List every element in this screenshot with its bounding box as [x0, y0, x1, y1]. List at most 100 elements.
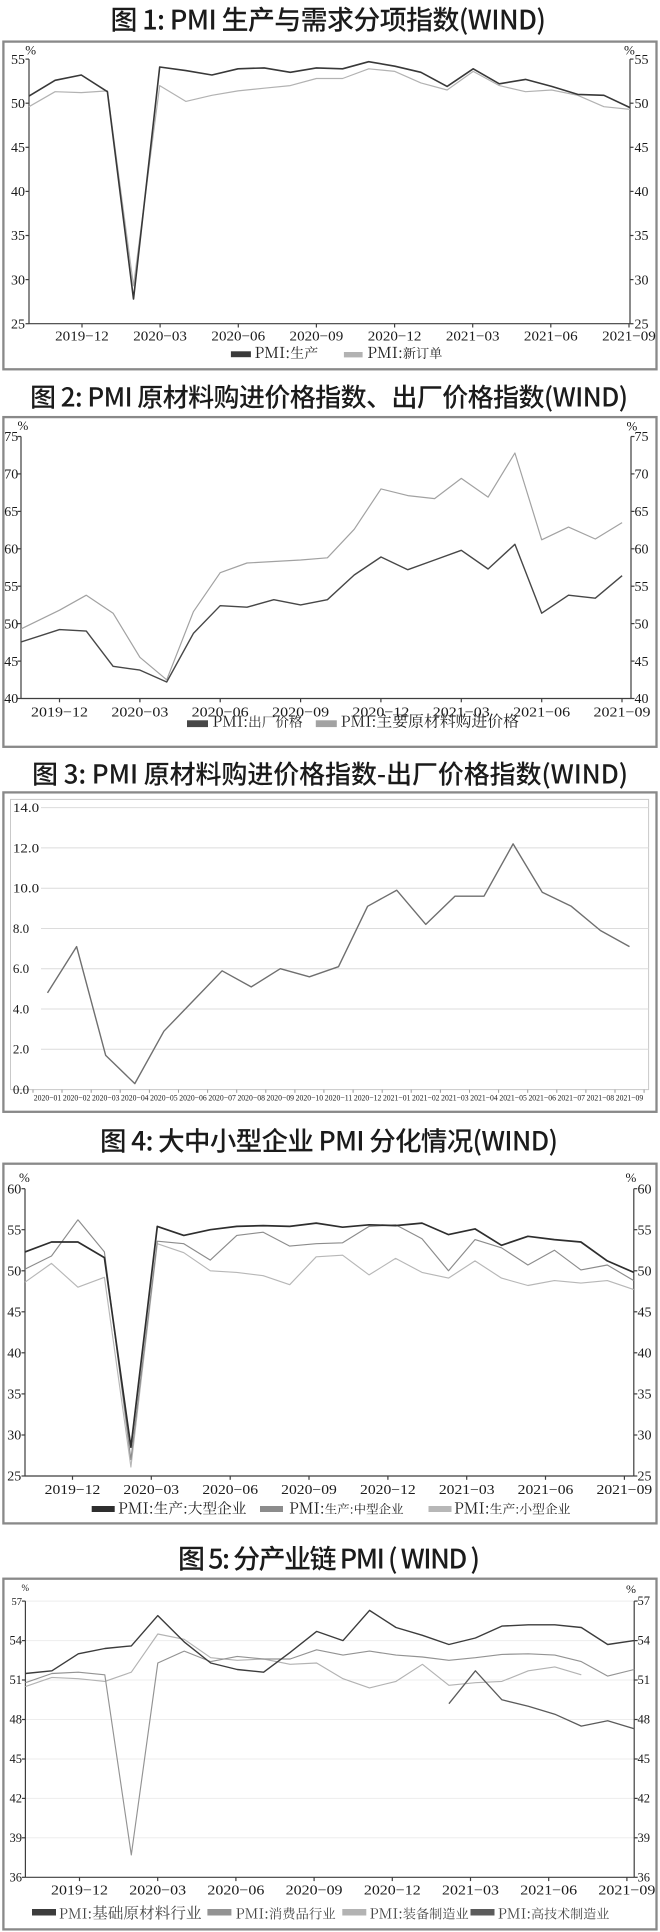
- svg-text:60: 60: [7, 1182, 21, 1197]
- svg-text:50: 50: [635, 617, 649, 632]
- svg-text:25: 25: [7, 1470, 21, 1485]
- svg-text:2021−09: 2021−09: [598, 1883, 655, 1898]
- svg-text:50: 50: [11, 97, 25, 112]
- svg-text:2021−09: 2021−09: [597, 1483, 653, 1498]
- svg-text:2021−06: 2021−06: [524, 330, 578, 345]
- svg-text:2020−09: 2020−09: [281, 1483, 337, 1498]
- svg-text:25: 25: [11, 317, 25, 332]
- svg-text:2021−01: 2021−01: [383, 1093, 411, 1103]
- svg-text:2020−09: 2020−09: [286, 1883, 343, 1898]
- svg-text:2020−01: 2020−01: [34, 1093, 62, 1103]
- svg-text:2020−05: 2020−05: [150, 1093, 178, 1103]
- svg-text:2019−12: 2019−12: [31, 706, 88, 721]
- svg-text:12.0: 12.0: [13, 840, 39, 855]
- svg-text:55: 55: [7, 1223, 21, 1238]
- svg-text:2020−06: 2020−06: [202, 1483, 258, 1498]
- svg-text:2021−05: 2021−05: [499, 1093, 527, 1103]
- svg-text:4.0: 4.0: [13, 1001, 29, 1016]
- svg-text:2020−09: 2020−09: [290, 330, 344, 345]
- svg-text:75: 75: [635, 430, 649, 445]
- svg-text:35: 35: [7, 1388, 21, 1403]
- svg-text:2020−11: 2020−11: [325, 1093, 353, 1103]
- svg-text:40: 40: [635, 185, 649, 200]
- svg-text:55: 55: [635, 580, 649, 595]
- svg-text:%: %: [18, 418, 29, 433]
- svg-text:40: 40: [11, 185, 25, 200]
- svg-text:2020−03: 2020−03: [133, 330, 187, 345]
- svg-text:2021−06: 2021−06: [528, 1093, 556, 1103]
- svg-text:57: 57: [638, 1594, 651, 1608]
- svg-text:2021−09: 2021−09: [594, 706, 651, 721]
- svg-text:50: 50: [635, 97, 649, 112]
- svg-text:60: 60: [638, 1182, 652, 1197]
- svg-text:2021−06: 2021−06: [518, 1483, 574, 1498]
- svg-text:2020−12: 2020−12: [364, 1883, 421, 1898]
- svg-text:14.0: 14.0: [13, 800, 39, 815]
- svg-text:25: 25: [635, 317, 649, 332]
- svg-text:2020−02: 2020−02: [63, 1093, 91, 1103]
- svg-text:50: 50: [638, 1265, 652, 1280]
- svg-text:40: 40: [635, 692, 649, 707]
- svg-text:2020−03: 2020−03: [129, 1883, 186, 1898]
- svg-text:2020−06: 2020−06: [211, 330, 265, 345]
- svg-text:2021−08: 2021−08: [587, 1093, 615, 1103]
- svg-text:42: 42: [638, 1791, 651, 1805]
- svg-text:57: 57: [12, 1597, 23, 1608]
- svg-text:2021−03: 2021−03: [439, 1483, 495, 1498]
- svg-text:2.0: 2.0: [13, 1042, 29, 1057]
- svg-text:2021−03: 2021−03: [446, 330, 500, 345]
- svg-text:2020−03: 2020−03: [111, 706, 168, 721]
- svg-text:2021−03: 2021−03: [442, 1883, 499, 1898]
- svg-text:%: %: [626, 1170, 637, 1185]
- svg-text:2021−06: 2021−06: [513, 706, 570, 721]
- svg-text:40: 40: [638, 1347, 652, 1362]
- svg-text:48: 48: [10, 1713, 23, 1727]
- svg-text:51: 51: [10, 1673, 23, 1687]
- svg-text:%: %: [25, 42, 36, 57]
- svg-text:60: 60: [4, 543, 18, 558]
- svg-text:45: 45: [11, 141, 25, 156]
- svg-text:10.0: 10.0: [13, 881, 39, 896]
- svg-text:2020−12: 2020−12: [354, 1093, 382, 1103]
- svg-text:35: 35: [11, 229, 25, 244]
- svg-text:2020−08: 2020−08: [237, 1093, 265, 1103]
- svg-text:2021−04: 2021−04: [470, 1093, 498, 1103]
- svg-text:2020−09: 2020−09: [272, 706, 329, 721]
- svg-text:30: 30: [638, 1429, 652, 1444]
- svg-text:36: 36: [10, 1870, 23, 1884]
- svg-text:2020−12: 2020−12: [368, 330, 422, 345]
- svg-text:35: 35: [635, 229, 649, 244]
- svg-text:39: 39: [638, 1831, 651, 1845]
- svg-text:65: 65: [4, 505, 18, 520]
- svg-text:45: 45: [10, 1752, 23, 1766]
- svg-text:30: 30: [635, 273, 649, 288]
- svg-text:40: 40: [7, 1347, 21, 1362]
- svg-text:2020−03: 2020−03: [92, 1093, 120, 1103]
- svg-text:50: 50: [7, 1265, 21, 1280]
- svg-text:60: 60: [635, 543, 649, 558]
- svg-text:50: 50: [4, 617, 18, 632]
- svg-text:2021−09: 2021−09: [602, 330, 656, 345]
- svg-text:36: 36: [638, 1870, 651, 1884]
- svg-text:2020−04: 2020−04: [121, 1093, 149, 1103]
- svg-text:%: %: [627, 419, 638, 434]
- svg-text:70: 70: [4, 468, 18, 483]
- svg-text:6.0: 6.0: [13, 961, 29, 976]
- svg-text:2021−07: 2021−07: [558, 1093, 586, 1103]
- svg-text:35: 35: [638, 1388, 652, 1403]
- svg-text:55: 55: [638, 1223, 652, 1238]
- svg-text:2020−12: 2020−12: [360, 1483, 416, 1498]
- svg-text:0.0: 0.0: [13, 1082, 29, 1097]
- svg-text:40: 40: [4, 692, 18, 707]
- svg-text:51: 51: [638, 1673, 651, 1687]
- svg-text:42: 42: [10, 1791, 23, 1805]
- svg-text:2021−09: 2021−09: [616, 1093, 644, 1103]
- svg-text:2020−10: 2020−10: [296, 1093, 324, 1103]
- svg-text:55: 55: [635, 53, 649, 68]
- svg-text:45: 45: [638, 1306, 652, 1321]
- svg-text:2020−09: 2020−09: [267, 1093, 295, 1103]
- svg-text:55: 55: [11, 53, 25, 68]
- svg-text:2020−03: 2020−03: [123, 1483, 179, 1498]
- svg-text:2019−12: 2019−12: [51, 1883, 108, 1898]
- svg-text:2019−12: 2019−12: [45, 1483, 101, 1498]
